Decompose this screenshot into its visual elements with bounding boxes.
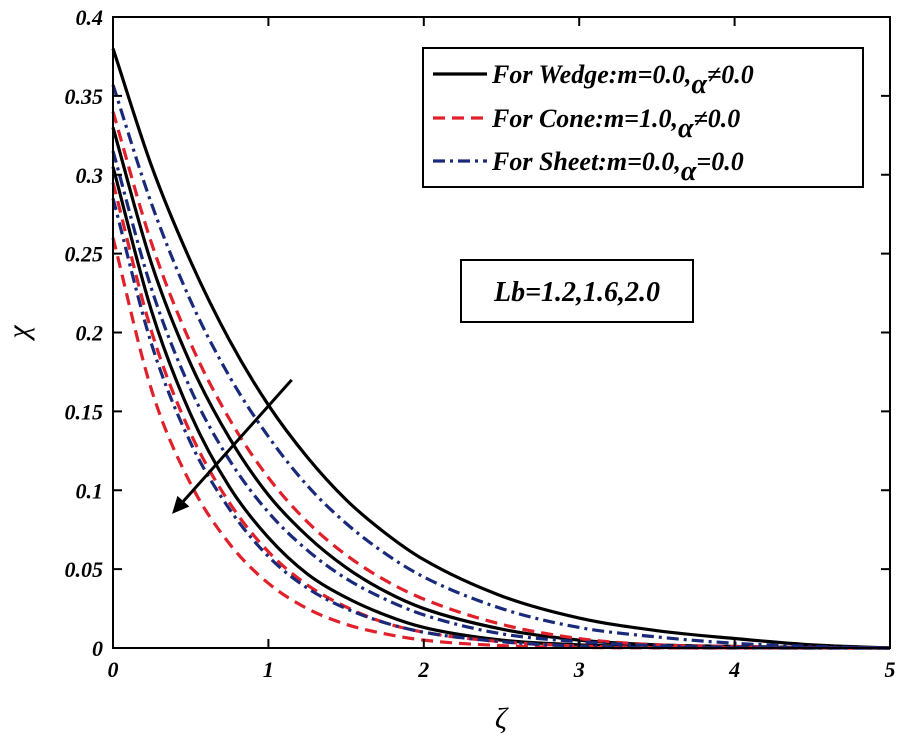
series-line-cone-1 — [111, 111, 891, 650]
ticks-layer — [112, 16, 891, 649]
x-tick-label-5: 5 — [885, 657, 896, 682]
annotation-box — [460, 259, 694, 323]
y-tick-label-7: 0.35 — [65, 84, 104, 109]
y-tick-label-4: 0.2 — [76, 321, 104, 346]
x-tick-label-0: 0 — [108, 657, 119, 682]
x-tick-label-3: 3 — [573, 657, 585, 682]
legend-label-3: For Sheet:m=0.0,α=0.0 — [491, 147, 744, 187]
series-line-sheet-1 — [111, 84, 891, 650]
y-tick-label-0: 0 — [92, 636, 103, 661]
x-tick-label-1: 1 — [263, 657, 274, 682]
arrow-head — [172, 495, 190, 514]
legend-label-1: For Wedge:m=0.0,α≠0.0 — [491, 60, 754, 100]
legend-box — [422, 47, 864, 188]
x-tick-label-2: 2 — [417, 657, 429, 682]
y-tick-label-5: 0.25 — [65, 242, 104, 267]
x-axis-label: ζ — [495, 702, 509, 735]
series-line-cone-2 — [111, 182, 890, 650]
y-tick-label-1: 0.05 — [65, 557, 104, 582]
y-tick-labels: 0 0.05 0.1 0.15 0.2 0.25 0.3 0.35 0.4 — [65, 5, 104, 661]
series-line-wedge-1 — [111, 48, 891, 650]
y-tick-label-2: 0.1 — [76, 478, 104, 503]
lb-annotation: Lb=1.2,1.6,2.0 — [460, 259, 694, 323]
y-axis-label: χ — [2, 325, 35, 342]
y-tick-label-3: 0.15 — [65, 399, 104, 424]
legend-label-2: For Cone:m=1.0,α≠0.0 — [491, 104, 740, 144]
arrow-shaft — [182, 378, 293, 503]
annotation-text: Lb=1.2,1.6,2.0 — [493, 277, 660, 308]
y-tick-label-8: 0.4 — [76, 5, 104, 30]
series-line-sheet-2 — [111, 150, 891, 650]
trend-arrow — [172, 378, 293, 514]
y-tick-label-6: 0.3 — [76, 163, 104, 188]
x-tick-label-4: 4 — [728, 657, 740, 682]
series-line-wedge-3 — [111, 166, 891, 650]
series-line-wedge-2 — [111, 126, 891, 650]
x-tick-labels: 0 1 2 3 4 5 — [108, 657, 896, 682]
